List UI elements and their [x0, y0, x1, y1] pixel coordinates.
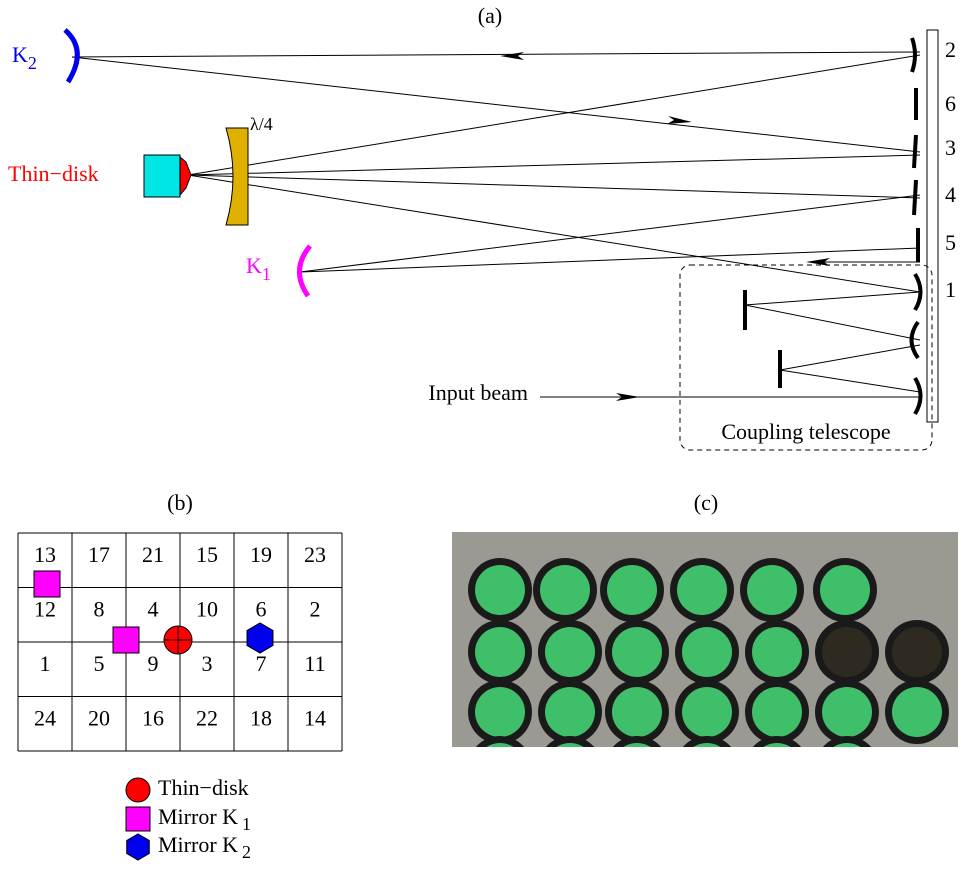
legend-sub: 1: [242, 814, 251, 834]
telescope-label: Coupling telescope: [721, 419, 890, 444]
thin-disk-label: Thin−disk: [8, 161, 99, 186]
grid-number: 1: [40, 651, 51, 676]
lens: [612, 687, 662, 737]
mirror-number: 6: [945, 91, 956, 116]
lens: [475, 627, 525, 677]
lens: [892, 687, 942, 737]
lens: [822, 627, 872, 677]
lens: [682, 743, 732, 793]
legend-label: Thin−disk: [158, 775, 249, 800]
lens: [820, 565, 870, 615]
mirror-k1-marker: [34, 571, 60, 597]
lens: [545, 687, 595, 737]
lens: [752, 627, 802, 677]
input-beam-label: Input beam: [428, 380, 528, 405]
grid-number: 14: [304, 706, 326, 731]
grid-number: 21: [142, 542, 164, 567]
lens: [545, 743, 595, 793]
grid-number: 4: [148, 597, 159, 622]
k1-label: K1: [246, 253, 271, 284]
waveplate-label: λ/4: [250, 114, 273, 134]
rays: [72, 52, 920, 401]
grid-number: 5: [94, 651, 105, 676]
mirror-k1-marker: [113, 627, 139, 653]
lens: [607, 565, 657, 615]
mirror-segments: [745, 38, 921, 414]
k2-name: K: [12, 42, 28, 67]
lens: [822, 743, 872, 793]
grid-number: 18: [250, 706, 272, 731]
panel-label: (b): [167, 490, 193, 515]
grid-number: 10: [196, 597, 218, 622]
legend-sub: 2: [242, 842, 251, 862]
lens: [545, 627, 595, 677]
lens: [892, 627, 942, 677]
grid-number: 20: [88, 706, 110, 731]
mirror-k2: [65, 30, 77, 82]
lens: [682, 627, 732, 677]
mirror-k2-marker: [247, 623, 273, 653]
mirror-numbers: 2 6 3 4 5 1: [945, 37, 956, 302]
mirror-number: 2: [945, 37, 956, 62]
grid-number: 9: [148, 651, 159, 676]
legend-text: Mirror K: [158, 832, 238, 857]
lens: [540, 565, 590, 615]
lens: [752, 743, 802, 793]
k2-sub: 2: [28, 53, 37, 73]
grid-number: 2: [310, 597, 321, 622]
panel-label: (a): [478, 3, 502, 28]
grid-number: 17: [88, 542, 110, 567]
grid-number: 13: [34, 542, 56, 567]
grid-number: 11: [304, 651, 325, 676]
grid-number: 7: [256, 651, 267, 676]
grid-number: 24: [34, 706, 56, 731]
lens: [677, 565, 727, 615]
grid-number: 16: [142, 706, 164, 731]
legend-text: Thin−disk: [158, 775, 249, 800]
legend-symbol: [126, 807, 150, 831]
figure: (a) 263451 Coupling telescope Input: [0, 0, 961, 877]
lens: [752, 687, 802, 737]
lens: [475, 565, 525, 615]
page: (a) 263451 Coupling telescope Input: [0, 0, 961, 877]
grid-number: 15: [196, 542, 218, 567]
legend-symbol: [127, 834, 150, 860]
mirror-number: 1: [945, 277, 956, 302]
photo: [452, 532, 958, 800]
lens: [612, 743, 662, 793]
lens: [822, 687, 872, 737]
lens: [475, 743, 525, 793]
lens: [475, 687, 525, 737]
k1-sub: 1: [262, 264, 271, 284]
grid-number: 23: [304, 542, 326, 567]
thin-disk: [180, 157, 191, 195]
legend-text: Mirror K: [158, 804, 238, 829]
grid-number: 6: [256, 597, 267, 622]
mirror-number: 3: [945, 135, 956, 160]
mirror-number: 4: [945, 182, 956, 207]
lens: [612, 627, 662, 677]
panel-label: (c): [694, 490, 718, 515]
disk-holder: [144, 155, 180, 197]
mirror-number: 5: [945, 230, 956, 255]
grid-number: 22: [196, 706, 218, 731]
legend-symbol: [126, 778, 150, 802]
lens: [747, 565, 797, 615]
grid-number: 12: [34, 597, 56, 622]
lens: [682, 687, 732, 737]
grid-number: 8: [94, 597, 105, 622]
grid-number: 3: [202, 651, 213, 676]
k2-label: K2: [12, 42, 37, 73]
k1-name: K: [246, 253, 262, 278]
grid-number: 19: [250, 542, 272, 567]
